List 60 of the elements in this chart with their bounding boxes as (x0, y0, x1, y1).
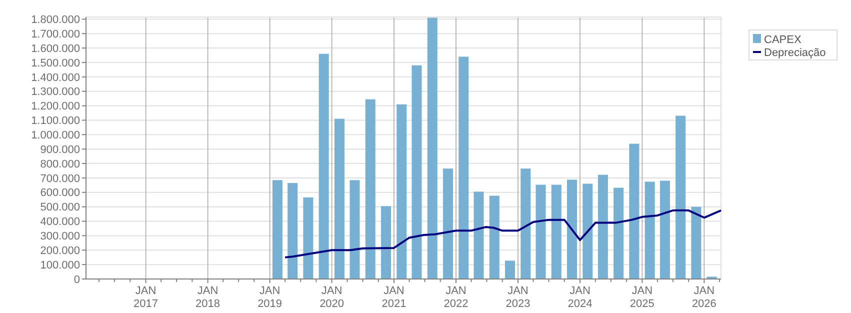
y-tick-label: 1.800.000 (31, 14, 80, 26)
y-tick-label: 1.400.000 (31, 72, 80, 84)
bar (427, 18, 438, 279)
bar (644, 182, 655, 279)
bar (365, 99, 376, 279)
bar (458, 56, 469, 279)
line-series (284, 209, 722, 258)
y-tick-label: 800.000 (40, 158, 80, 170)
y-tick-label: 400.000 (40, 216, 80, 228)
bar (551, 184, 562, 279)
y-tick-label: 200.000 (40, 244, 80, 257)
x-tick-label: JAN 2025 (630, 285, 654, 310)
x-tick-label: JAN 2022 (444, 285, 468, 310)
bar (350, 180, 360, 279)
bar (505, 260, 516, 279)
x-tick-label: JAN 2021 (382, 285, 406, 310)
y-tick-label: 1.500.000 (31, 57, 80, 70)
legend-label: Depreciação (764, 46, 826, 59)
y-tick-label: 1.700.000 (31, 28, 80, 40)
x-tick-label: JAN 2023 (506, 285, 530, 310)
bar (614, 188, 624, 279)
bar (520, 168, 531, 279)
x-tick-label: JAN 2019 (258, 285, 282, 310)
y-tick-label: 500.000 (40, 202, 80, 214)
x-tick-label: JAN 2024 (568, 285, 592, 310)
y-tick-label: 100.000 (40, 259, 80, 272)
y-tick-label: 1.300.000 (31, 86, 80, 98)
y-tick-label: 1.600.000 (31, 42, 80, 55)
bar (474, 192, 484, 279)
bar (396, 104, 407, 279)
y-tick-label: 300.000 (40, 230, 80, 243)
bar (567, 180, 578, 279)
y-tick-label: 1.000.000 (31, 129, 80, 142)
bar (334, 118, 344, 279)
y-tick-label: 600.000 (40, 187, 80, 200)
bar (629, 144, 640, 279)
bar (443, 168, 454, 279)
bar (272, 180, 282, 279)
y-tick-label: 700.000 (40, 172, 80, 185)
bar (536, 184, 546, 279)
bar (598, 174, 608, 279)
bar (288, 183, 298, 279)
x-tick-label: JAN 2026 (692, 285, 716, 310)
bar (318, 54, 329, 279)
bar (582, 184, 593, 279)
bar (691, 206, 702, 279)
y-tick-label: 1.200.000 (31, 100, 80, 113)
y-tick-label: 1.100.000 (31, 115, 80, 128)
bar (381, 206, 392, 279)
x-tick-label: JAN 2017 (134, 285, 158, 310)
bar (412, 65, 422, 279)
legend-label: CAPEX (764, 34, 802, 46)
y-tick-label: 0 (74, 274, 80, 286)
y-tick-label: 900.000 (40, 144, 80, 156)
bar (303, 197, 314, 279)
x-tick-label: JAN 2018 (196, 285, 220, 310)
bar (676, 116, 686, 279)
bar (660, 180, 670, 279)
x-tick-label: JAN 2020 (320, 285, 344, 310)
bar (489, 196, 500, 279)
